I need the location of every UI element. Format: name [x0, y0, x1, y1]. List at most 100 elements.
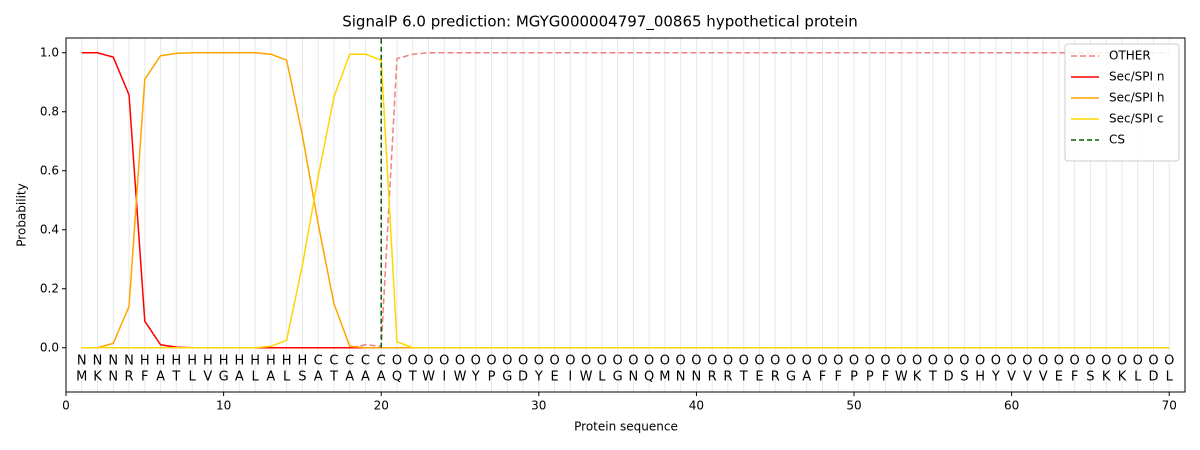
state-label: O: [1101, 354, 1111, 369]
state-label: O: [597, 354, 607, 369]
state-label: O: [486, 354, 496, 369]
residue-label: D: [518, 370, 528, 385]
state-label: O: [943, 354, 953, 369]
state-label: H: [187, 354, 197, 369]
x-tick-label: 60: [1004, 399, 1019, 413]
residue-label: K: [913, 370, 922, 385]
state-label: H: [266, 354, 276, 369]
residue-label: T: [329, 370, 338, 385]
state-label: O: [565, 354, 575, 369]
residue-label: W: [580, 370, 593, 385]
y-tick-label: 0.8: [40, 104, 59, 118]
state-label: H: [234, 354, 244, 369]
state-label: O: [723, 354, 733, 369]
residue-label: E: [550, 370, 558, 385]
residue-label: A: [314, 370, 323, 385]
residue-label: F: [882, 370, 889, 385]
state-label: C: [314, 354, 323, 369]
state-label: O: [707, 354, 717, 369]
residue-label: K: [1118, 370, 1127, 385]
state-label: O: [676, 354, 686, 369]
residue-label: T: [171, 370, 180, 385]
residue-label: V: [1023, 370, 1032, 385]
series-line: [81, 52, 1170, 349]
series-line: [81, 53, 1170, 349]
x-tick-label: 50: [846, 399, 861, 413]
x-tick-label: 40: [689, 399, 704, 413]
state-label: O: [644, 354, 654, 369]
state-label: C: [329, 354, 338, 369]
state-label: O: [880, 354, 890, 369]
residue-label: N: [629, 370, 639, 385]
residue-label: T: [739, 370, 748, 385]
residue-label: Y: [471, 370, 480, 385]
x-axis-label: Protein sequence: [574, 420, 678, 434]
state-label: O: [959, 354, 969, 369]
state-label: N: [108, 354, 118, 369]
state-label: O: [1133, 354, 1143, 369]
state-label: N: [77, 354, 87, 369]
state-label: O: [439, 354, 449, 369]
y-tick-label: 0.6: [40, 163, 59, 177]
state-label: O: [423, 354, 433, 369]
state-label: O: [1148, 354, 1158, 369]
state-label: O: [1070, 354, 1080, 369]
state-label: O: [991, 354, 1001, 369]
residue-label: F: [1071, 370, 1078, 385]
y-axis-label: Probability: [15, 183, 29, 246]
x-tick-label: 0: [62, 399, 70, 413]
residue-label: L: [283, 370, 291, 385]
residue-label: A: [235, 370, 244, 385]
residue-label: D: [1148, 370, 1158, 385]
state-label: H: [250, 354, 260, 369]
chart-title: SignalP 6.0 prediction: MGYG000004797_00…: [342, 13, 858, 32]
residue-label: A: [361, 370, 370, 385]
legend-label: OTHER: [1109, 49, 1151, 63]
residue-label: A: [802, 370, 811, 385]
state-label: O: [471, 354, 481, 369]
state-label: O: [691, 354, 701, 369]
state-label: O: [865, 354, 875, 369]
state-label: H: [219, 354, 229, 369]
residue-label: H: [975, 370, 985, 385]
state-label: H: [140, 354, 150, 369]
residue-label: Y: [991, 370, 1000, 385]
residue-label: N: [108, 370, 118, 385]
state-label: O: [833, 354, 843, 369]
state-label: H: [282, 354, 292, 369]
state-label: O: [849, 354, 859, 369]
state-label: O: [786, 354, 796, 369]
residue-label: Q: [392, 370, 402, 385]
residue-label: L: [598, 370, 606, 385]
state-label: O: [817, 354, 827, 369]
residue-label: K: [93, 370, 102, 385]
state-label: O: [455, 354, 465, 369]
residue-label: G: [219, 370, 229, 385]
residue-label: W: [454, 370, 467, 385]
residue-label: L: [1134, 370, 1142, 385]
state-label: O: [660, 354, 670, 369]
residue-label: F: [835, 370, 842, 385]
state-label: O: [1117, 354, 1127, 369]
residue-label: V: [1007, 370, 1016, 385]
residue-label: A: [345, 370, 354, 385]
state-label: O: [975, 354, 985, 369]
legend-label: Sec/SPI n: [1109, 70, 1164, 84]
residue-label: Y: [534, 370, 543, 385]
residue-label: F: [819, 370, 826, 385]
residue-label: M: [659, 370, 670, 385]
residue-label: G: [502, 370, 512, 385]
series-line: [81, 52, 1170, 349]
residue-label: N: [692, 370, 702, 385]
state-label: O: [392, 354, 402, 369]
residue-label: K: [1102, 370, 1111, 385]
legend-label: Sec/SPI h: [1109, 91, 1164, 105]
legend-label: Sec/SPI c: [1109, 112, 1163, 126]
residue-label: P: [850, 370, 858, 385]
residue-label: M: [76, 370, 87, 385]
residue-label: G: [613, 370, 623, 385]
state-label: O: [581, 354, 591, 369]
residue-label: R: [125, 370, 134, 385]
series-line: [81, 52, 1170, 349]
y-tick-label: 0.4: [40, 222, 59, 236]
